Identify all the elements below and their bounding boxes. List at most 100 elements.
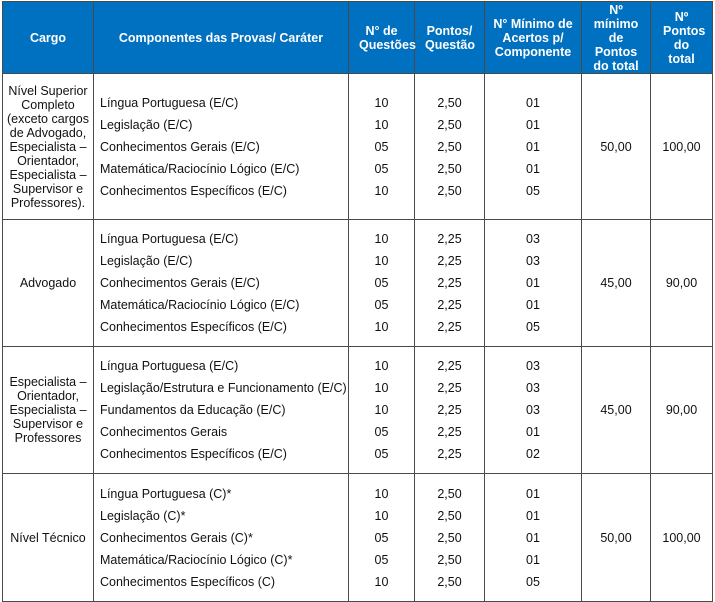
acertos-value: 01 <box>526 508 540 523</box>
questoes-value: 10 <box>374 183 389 198</box>
componente-item: Fundamentos da Educação (E/C) <box>100 403 286 417</box>
pontos-value: 2,25 <box>437 254 462 268</box>
componente-item: Matemática/Raciocínio Lógico (C)* <box>100 552 293 567</box>
componente-item: Conhecimentos Específicos (E/C) <box>100 320 287 334</box>
questoes-value: 10 <box>374 254 389 268</box>
pontos-value: 2,25 <box>437 381 462 395</box>
acertos-value: 01 <box>526 425 540 439</box>
table-row: Especialista – Orientador, Especialista … <box>2 346 713 474</box>
pontos-value: 2,25 <box>437 320 462 334</box>
pontos-value: 2,25 <box>437 276 462 290</box>
questoes-value: 10 <box>374 117 389 132</box>
acertos-value: 05 <box>526 574 540 589</box>
pontos-value: 2,50 <box>437 486 462 501</box>
pontos-total-cell: 100,00 <box>650 73 713 220</box>
componente-item: Língua Portuguesa (E/C) <box>100 232 239 246</box>
minimo-total-cell: 50,00 <box>581 473 651 602</box>
table-body: Nível Superior Completo (exceto cargos d… <box>2 73 713 602</box>
componente-item: Legislação (C)* <box>100 508 186 523</box>
componente-item: Conhecimentos Específicos (E/C) <box>100 447 287 461</box>
table-row: Advogado Língua Portuguesa (E/C) Legisla… <box>2 219 713 347</box>
acertos-value: 01 <box>526 552 540 567</box>
acertos-value: 05 <box>526 320 540 334</box>
pontos-cell: 2,50 2,50 2,50 2,50 2,50 <box>414 73 485 220</box>
acertos-value: 01 <box>526 298 540 312</box>
componente-item: Legislação (E/C) <box>100 254 193 268</box>
pontos-cell: 2,25 2,25 2,25 2,25 2,25 <box>414 219 485 347</box>
minimo-total-cell: 45,00 <box>581 346 651 474</box>
questoes-value: 05 <box>374 447 389 461</box>
table-row: Nível Superior Completo (exceto cargos d… <box>2 73 713 220</box>
componente-item: Legislação (E/C) <box>100 117 193 132</box>
minimo-total-cell: 50,00 <box>581 73 651 220</box>
acertos-cell: 01 01 01 01 05 <box>484 73 582 220</box>
acertos-value: 01 <box>526 95 540 110</box>
header-cargo: Cargo <box>2 1 94 74</box>
table-row: Nível Técnico Língua Portuguesa (C)* Leg… <box>2 473 713 602</box>
acertos-value: 01 <box>526 276 540 290</box>
questoes-value: 05 <box>374 425 389 439</box>
questoes-cell: 10 10 05 05 10 <box>348 73 415 220</box>
questoes-value: 05 <box>374 298 389 312</box>
questoes-value: 10 <box>374 320 389 334</box>
questoes-value: 10 <box>374 574 389 589</box>
pontos-cell: 2,25 2,25 2,25 2,25 2,25 <box>414 346 485 474</box>
componentes-cell: Língua Portuguesa (E/C) Legislação (E/C)… <box>93 219 349 347</box>
questoes-value: 10 <box>374 232 389 246</box>
componentes-cell: Língua Portuguesa (E/C) Legislação (E/C)… <box>93 73 349 220</box>
acertos-value: 01 <box>526 117 540 132</box>
questoes-cell: 10 10 05 05 10 <box>348 219 415 347</box>
cargo-cell: Nível Superior Completo (exceto cargos d… <box>2 73 94 220</box>
questoes-value: 10 <box>374 359 389 373</box>
questoes-value: 10 <box>374 486 389 501</box>
pontos-total-cell: 100,00 <box>650 473 713 602</box>
componente-item: Conhecimentos Gerais (E/C) <box>100 276 260 290</box>
acertos-value: 01 <box>526 486 540 501</box>
header-componentes: Componentes das Provas/ Caráter <box>93 1 349 74</box>
acertos-value: 03 <box>526 403 540 417</box>
componente-item: Legislação/Estrutura e Funcionamento (E/… <box>100 381 347 395</box>
questoes-value: 10 <box>374 95 389 110</box>
componente-item: Língua Portuguesa (C)* <box>100 486 232 501</box>
pontos-total-cell: 90,00 <box>650 219 713 347</box>
componente-item: Conhecimentos Gerais (E/C) <box>100 139 260 154</box>
acertos-cell: 01 01 01 01 05 <box>484 473 582 602</box>
cargo-label: Nível Superior Completo (exceto cargos d… <box>7 83 89 210</box>
acertos-value: 03 <box>526 359 540 373</box>
acertos-value: 02 <box>526 447 540 461</box>
componentes-cell: Língua Portuguesa (E/C) Legislação/Estru… <box>93 346 349 474</box>
acertos-value: 03 <box>526 232 540 246</box>
questoes-value: 05 <box>374 552 389 567</box>
acertos-value: 03 <box>526 381 540 395</box>
pontos-value: 2,50 <box>437 552 462 567</box>
pontos-value: 2,50 <box>437 508 462 523</box>
pontos-value: 2,50 <box>437 139 462 154</box>
acertos-cell: 03 03 03 01 02 <box>484 346 582 474</box>
questoes-value: 10 <box>374 403 389 417</box>
header-pontos-questao: Pontos/ Questão <box>414 1 485 74</box>
acertos-cell: 03 03 01 01 05 <box>484 219 582 347</box>
componente-item: Conhecimentos Específicos (C) <box>100 574 276 589</box>
acertos-value: 01 <box>526 530 540 545</box>
componente-item: Conhecimentos Específicos (E/C) <box>100 183 287 198</box>
questoes-value: 10 <box>374 381 389 395</box>
acertos-value: 01 <box>526 161 540 176</box>
pontos-value: 2,50 <box>437 161 462 176</box>
minimo-total-cell: 45,00 <box>581 219 651 347</box>
questoes-value: 05 <box>374 161 389 176</box>
header-minimo-pontos-total: Nº mínimo de Pontos do total <box>581 1 651 74</box>
cargo-cell: Advogado <box>2 219 94 347</box>
acertos-value: 03 <box>526 254 540 268</box>
componente-item: Língua Portuguesa (E/C) <box>100 359 239 373</box>
header-num-questoes: N° de Questões <box>348 1 416 74</box>
pontos-value: 2,50 <box>437 95 462 110</box>
questoes-value: 10 <box>374 508 389 523</box>
acertos-value: 05 <box>526 183 540 198</box>
componente-item: Matemática/Raciocínio Lógico (E/C) <box>100 298 300 312</box>
componente-item: Língua Portuguesa (E/C) <box>100 95 239 110</box>
questoes-value: 05 <box>374 530 389 545</box>
header-pontos-total: Nº Pontos do total <box>650 1 713 74</box>
pontos-value: 2,25 <box>437 359 462 373</box>
pontos-value: 2,25 <box>437 298 462 312</box>
